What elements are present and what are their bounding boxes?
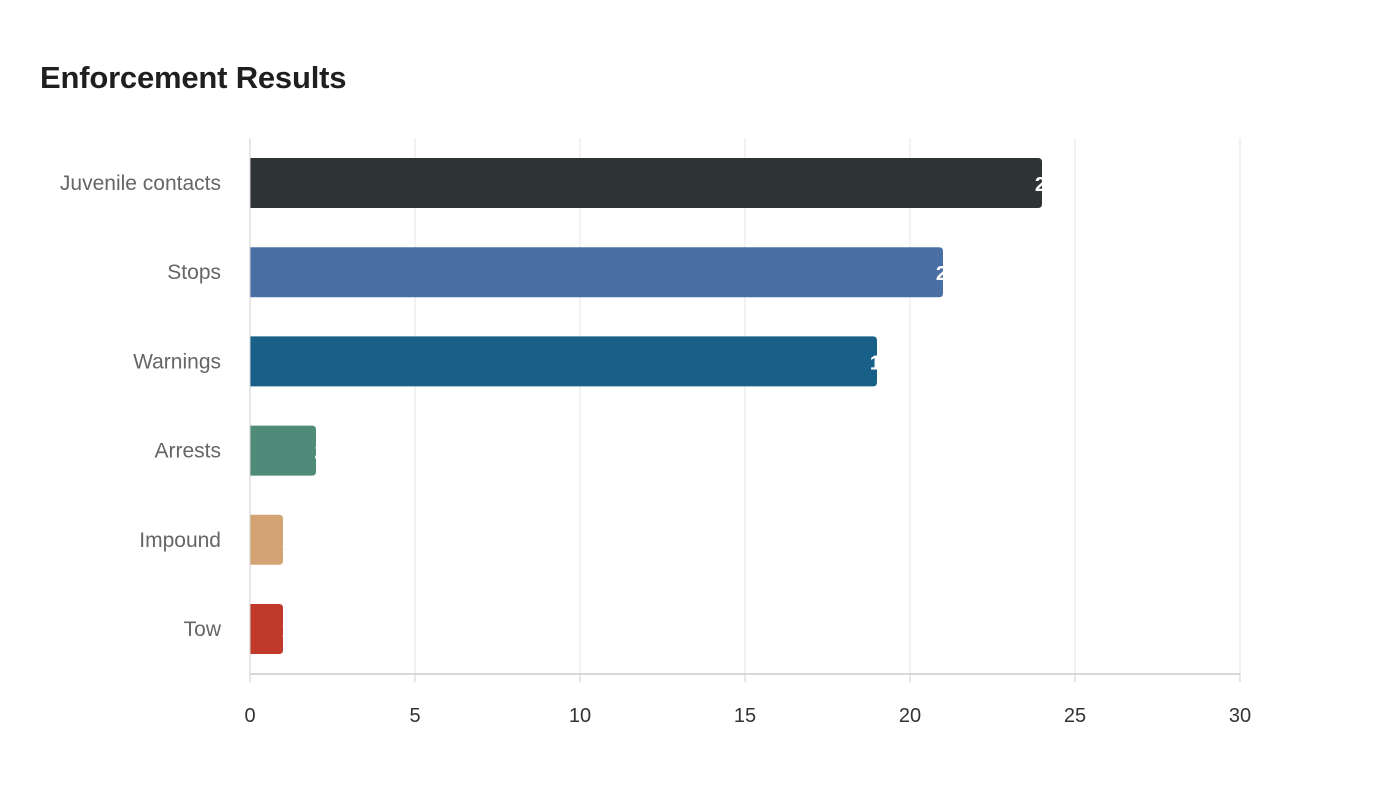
category-label: Arrests (154, 440, 221, 463)
bar-value-label: 1 (281, 531, 292, 553)
x-tick-label: 5 (409, 705, 420, 727)
bar-impound (250, 514, 283, 565)
bar-value-label: 1 (281, 620, 292, 642)
grid-lines (414, 138, 1241, 674)
bar-tow (250, 604, 283, 654)
x-tick-label: 10 (569, 705, 591, 727)
bar-juvenile-contacts (250, 158, 1042, 208)
category-label: Stops (167, 261, 221, 284)
x-tick-label: 15 (734, 705, 756, 727)
bar-warnings (250, 336, 877, 387)
axes (249, 138, 1241, 682)
category-label: Warnings (133, 350, 221, 373)
bars (250, 158, 1042, 654)
category-label: Juvenile contacts (60, 172, 221, 195)
x-tick-label: 25 (1064, 705, 1086, 727)
bar-value-label: 2 (314, 442, 325, 464)
bar-arrests (250, 425, 316, 476)
x-tick-label: 30 (1229, 705, 1251, 727)
bar-stops (250, 247, 943, 298)
chart-title: Enforcement Results (40, 60, 347, 95)
x-tick-label: 0 (244, 705, 255, 727)
category-label: Tow (184, 618, 222, 641)
category-label: Impound (139, 529, 221, 552)
x-tick-label: 20 (899, 705, 921, 727)
bar-value-label: 21 (936, 263, 958, 285)
bar-value-label: 24 (1035, 174, 1058, 196)
bar-value-label: 19 (870, 352, 892, 374)
